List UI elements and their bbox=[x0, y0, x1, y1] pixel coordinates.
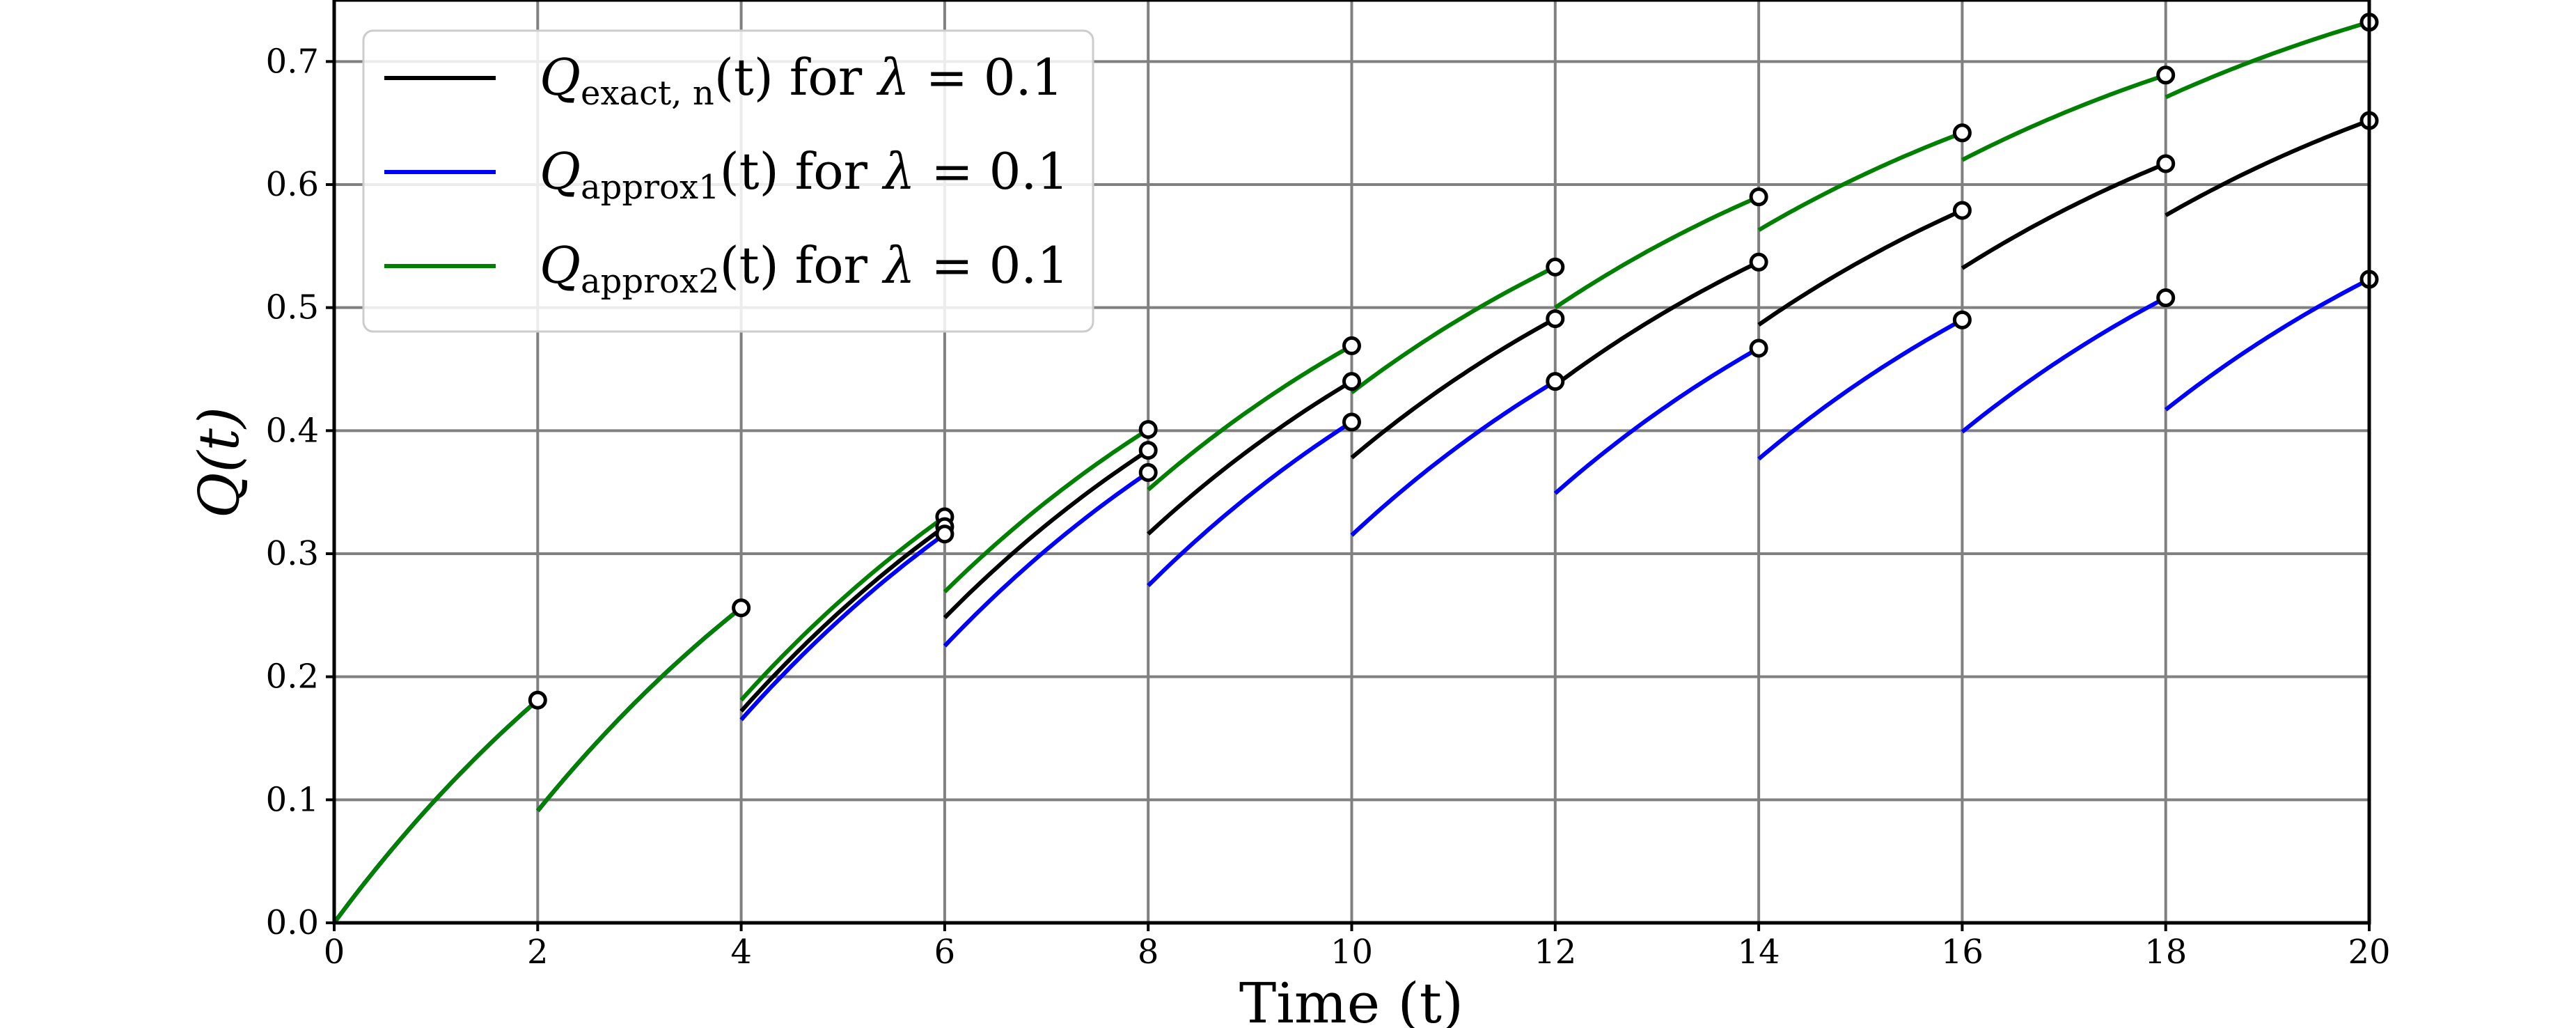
x-tick-label: 14 bbox=[1738, 933, 1780, 972]
series-segment bbox=[1147, 420, 1353, 588]
y-tick-label: 0.3 bbox=[266, 534, 319, 573]
series-segment bbox=[1553, 346, 1760, 495]
y-tick-label: 0.1 bbox=[266, 780, 319, 819]
series-segment bbox=[739, 515, 946, 702]
series-segment bbox=[535, 606, 743, 813]
series-segment bbox=[943, 449, 1149, 620]
endpoint-marker bbox=[1138, 462, 1158, 482]
y-tick-label: 0.4 bbox=[266, 411, 319, 450]
endpoint-marker bbox=[2156, 288, 2176, 308]
legend-label-part: approx1 bbox=[581, 168, 720, 207]
endpoint-marker bbox=[1952, 201, 1972, 220]
endpoint-marker bbox=[1546, 372, 1565, 391]
marker-layer bbox=[528, 13, 2379, 710]
legend-label: Qexact, n(t) for λ = 0.1 bbox=[540, 48, 1063, 113]
legend-label-part: = 0.1 bbox=[916, 236, 1069, 295]
endpoint-marker bbox=[2156, 65, 2176, 85]
endpoint-marker bbox=[1342, 336, 1361, 355]
endpoint-marker bbox=[1138, 441, 1158, 460]
endpoint-marker bbox=[1952, 123, 1972, 143]
legend-label-part: Q bbox=[540, 142, 581, 201]
series-segment bbox=[1350, 316, 1557, 460]
x-tick-label: 16 bbox=[1941, 933, 1984, 972]
legend-label-part: (t) for bbox=[714, 48, 878, 107]
legend-label-part: approx2 bbox=[581, 262, 720, 301]
series-segment bbox=[1757, 130, 1963, 232]
endpoint-marker bbox=[1138, 420, 1158, 439]
legend-label-part: Q bbox=[540, 236, 581, 295]
x-tick-label: 0 bbox=[324, 933, 345, 972]
x-tick-label: 12 bbox=[1534, 933, 1576, 972]
x-tick-label: 8 bbox=[1138, 933, 1159, 972]
series-segment bbox=[943, 428, 1149, 593]
x-tick-label: 10 bbox=[1330, 933, 1373, 972]
series-layer bbox=[332, 20, 2371, 924]
endpoint-marker bbox=[1546, 257, 1565, 277]
tick-layer: 0 2 4 6 8 10 12 14 16 18 20 0.0 0.1 0.2 0.3 0.4 0.5 0.6 0.… bbox=[266, 42, 2391, 972]
series-segment bbox=[1350, 380, 1557, 537]
legend-label-part: = 0.1 bbox=[916, 142, 1069, 201]
legend-label-part: (t) for bbox=[720, 236, 883, 295]
endpoint-marker bbox=[528, 690, 547, 710]
endpoint-marker bbox=[935, 524, 955, 544]
y-tick-label: 0.6 bbox=[266, 165, 319, 204]
series-segment bbox=[1350, 265, 1557, 394]
series-segment bbox=[2165, 20, 2370, 100]
legend-label: Qapprox2(t) for λ = 0.1 bbox=[540, 236, 1069, 301]
y-tick-label: 0.0 bbox=[266, 903, 319, 942]
series-segment bbox=[2165, 118, 2371, 217]
y-tick-label: 0.5 bbox=[266, 288, 319, 327]
x-tick-label: 20 bbox=[2348, 933, 2390, 972]
x-tick-label: 4 bbox=[730, 933, 752, 972]
series-approx2 bbox=[332, 20, 2370, 924]
series-segment bbox=[739, 532, 946, 722]
series-segment bbox=[1553, 260, 1760, 387]
legend-label-part: exact, n bbox=[581, 74, 714, 113]
legend-label-part: Q bbox=[540, 48, 581, 107]
legend-label-part: λ bbox=[876, 48, 910, 107]
series-segment bbox=[1147, 380, 1353, 536]
series-segment bbox=[2164, 277, 2371, 412]
legend-label: Qapprox1(t) for λ = 0.1 bbox=[540, 142, 1069, 207]
series-segment bbox=[1961, 72, 2167, 162]
series-segment bbox=[739, 524, 946, 713]
series-segment bbox=[332, 698, 540, 924]
endpoint-marker bbox=[2156, 154, 2176, 173]
endpoint-marker bbox=[1749, 252, 1768, 272]
legend-label-part: = 0.1 bbox=[910, 48, 1064, 107]
y-tick-label: 0.7 bbox=[266, 42, 319, 81]
endpoint-marker bbox=[1749, 338, 1768, 358]
legend-label-part: λ bbox=[881, 142, 916, 201]
legend-box bbox=[362, 29, 1094, 333]
x-tick-label: 6 bbox=[934, 933, 956, 972]
x-axis-title: Time (t) bbox=[1239, 971, 1463, 1028]
y-axis-title: Q(t) bbox=[187, 407, 251, 518]
legend-label-part: (t) for bbox=[720, 142, 883, 201]
series-segment bbox=[1961, 162, 2167, 270]
endpoint-marker bbox=[1342, 372, 1361, 391]
endpoint-marker bbox=[1749, 187, 1768, 207]
x-tick-label: 18 bbox=[2144, 933, 2187, 972]
series-segment bbox=[1757, 318, 1963, 461]
endpoint-marker bbox=[732, 598, 751, 618]
x-tick-label: 2 bbox=[527, 933, 549, 972]
series-segment bbox=[1961, 295, 2167, 434]
legend-label-part: λ bbox=[881, 236, 916, 295]
endpoint-marker bbox=[1952, 310, 1972, 329]
y-tick-label: 0.2 bbox=[266, 657, 319, 696]
series-segment bbox=[1554, 194, 1760, 310]
endpoint-marker bbox=[1546, 309, 1565, 329]
series-segment bbox=[1757, 208, 1963, 327]
endpoint-marker bbox=[1342, 412, 1361, 432]
series-segment bbox=[943, 470, 1149, 648]
series-segment bbox=[1147, 343, 1353, 492]
